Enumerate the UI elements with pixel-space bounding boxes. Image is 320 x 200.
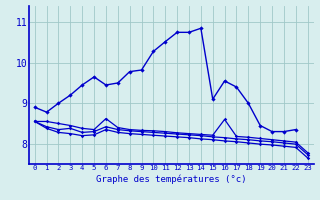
X-axis label: Graphe des températures (°c): Graphe des températures (°c)	[96, 174, 246, 184]
